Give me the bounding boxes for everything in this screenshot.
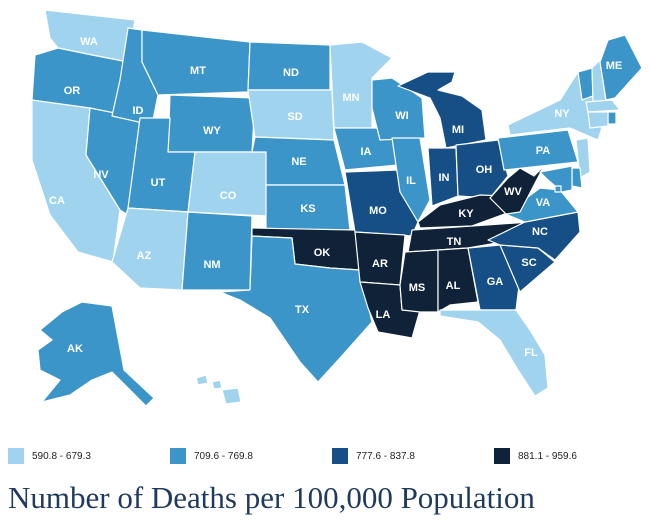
label-ar: AR [372,258,388,270]
label-ms: MS [409,282,426,294]
label-nj: NJ [593,156,607,168]
label-ok: OK [314,247,331,259]
label-al: AL [446,280,461,292]
label-va: VA [536,197,551,209]
label-in: IN [439,172,450,184]
state-az [111,207,189,291]
label-il: IL [406,175,416,187]
legend-swatch-2 [170,448,186,464]
label-mo: MO [369,205,387,217]
label-wi: WI [395,110,408,122]
label-co: CO [220,190,237,202]
label-hi: HI [201,391,212,403]
state-va [504,187,579,223]
label-az: AZ [137,250,152,262]
legend-label-2: 709.6 - 769.8 [194,450,253,462]
label-nc: NC [532,226,548,238]
state-co [187,151,269,217]
state-hi [221,387,242,405]
label-ne: NE [291,156,306,168]
state-ak [37,301,155,407]
label-la: LA [376,309,391,321]
state-nd [247,41,331,91]
legend-label-3: 777.6 - 837.8 [356,450,415,462]
state-mi [397,71,487,149]
state-wv [489,165,545,215]
legend-item-4: 881.1 - 959.6 [494,446,577,466]
label-ia: IA [361,146,372,158]
legend-item-2: 709.6 - 769.8 [170,446,253,466]
label-nv: NV [93,169,109,181]
label-ks: KS [300,203,315,215]
label-mt: MT [190,65,206,77]
state-hi [211,379,223,390]
state-wi [371,77,426,141]
state-hi [195,374,209,386]
state-il [391,137,431,223]
state-mt [141,29,251,96]
label-mi: MI [452,124,464,136]
state-md [539,165,573,193]
label-sd: SD [287,111,302,123]
label-ky: KY [458,208,474,220]
legend-item-1: 590.8 - 679.3 [8,446,91,466]
state-al [437,247,479,313]
legend-swatch-4 [494,448,510,464]
label-or: OR [64,85,81,97]
label-sc: SC [521,257,536,269]
label-ca: CA [49,195,65,207]
map-svg: WA OR CA NV ID MT WY UT CO AZ NM ND SD N… [31,9,643,407]
label-me: ME [606,60,623,72]
state-dc [554,185,562,193]
label-wy: WY [203,125,221,137]
label-tx: TX [295,304,310,316]
state-ms [399,249,439,313]
legend-label-1: 590.8 - 679.3 [32,450,91,462]
state-wy [167,94,256,153]
label-pa: PA [536,145,551,157]
us-choropleth-map: WA OR CA NV ID MT WY UT CO AZ NM ND SD N… [31,9,643,407]
label-ga: GA [487,276,504,288]
legend-swatch-3 [332,448,348,464]
state-ct [587,111,609,129]
legend-item-3: 777.6 - 837.8 [332,446,415,466]
label-nm: NM [203,259,220,271]
label-wa: WA [80,36,98,48]
label-mn: MN [342,92,359,104]
label-ut: UT [151,177,166,189]
state-oh [455,139,509,199]
state-tx [219,235,373,383]
label-ny: NY [554,108,570,120]
legend-swatch-1 [8,448,24,464]
label-nd: ND [283,67,299,79]
state-ri [607,111,617,125]
state-fl [439,309,549,397]
label-nh: NH [578,47,594,59]
label-ct: CT [605,142,620,154]
label-wv: WV [504,186,522,198]
label-id: ID [133,105,144,117]
label-ak: AK [67,343,83,355]
state-ma [585,99,621,113]
label-oh: OH [476,164,493,176]
label-md: MD [583,191,600,203]
label-vt: VT [560,63,574,75]
label-dc: DC [587,207,603,219]
legend: 590.8 - 679.3 709.6 - 769.8 777.6 - 837.… [8,446,648,466]
legend-label-4: 881.1 - 959.6 [518,450,577,462]
label-fl: FL [524,347,538,359]
label-ri: RI [623,128,634,140]
state-de [571,167,583,189]
map-title: Number of Deaths per 100,000 Population [8,480,535,515]
label-ma: MA [623,100,640,112]
label-de: DE [589,173,604,185]
state-nm [181,211,253,291]
label-tn: TN [447,236,462,248]
